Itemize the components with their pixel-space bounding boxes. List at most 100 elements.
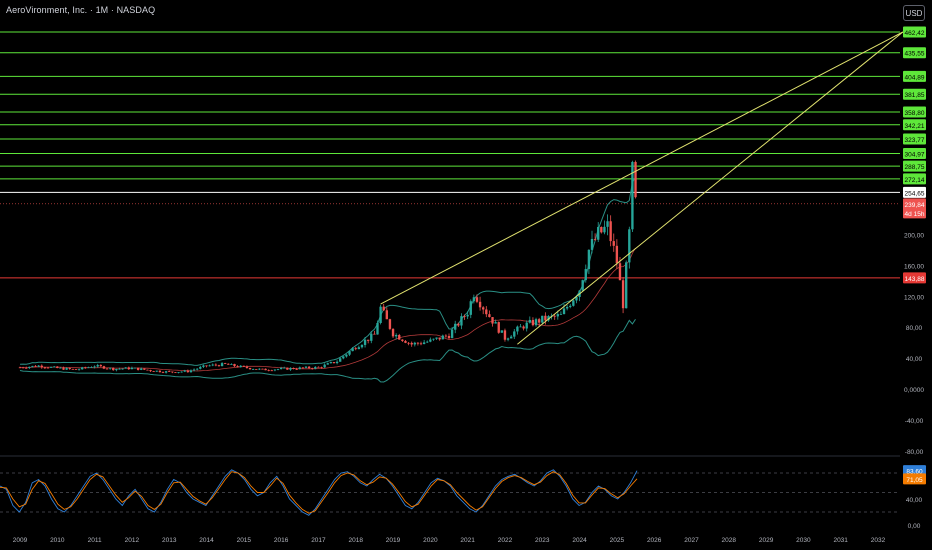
- candle-body: [161, 372, 165, 373]
- y-tick-label: 80,00: [906, 325, 923, 332]
- candle-body: [410, 342, 413, 345]
- candle-body: [581, 280, 584, 291]
- candle-body: [435, 337, 438, 339]
- candle-body: [255, 369, 258, 370]
- candle-body: [615, 245, 619, 264]
- fib-price-label-bg: [903, 148, 926, 160]
- candle-body: [96, 365, 99, 367]
- candle-body: [46, 367, 50, 369]
- candle-body: [488, 314, 491, 318]
- candle-body: [500, 330, 504, 333]
- currency-button[interactable]: USD: [903, 5, 925, 21]
- candle-body: [379, 306, 382, 323]
- candle-body: [432, 338, 435, 340]
- y-tick-label: 0,0000: [904, 387, 924, 394]
- trendlines[interactable]: [380, 31, 904, 345]
- support-price-label: 143,88: [903, 272, 926, 284]
- candle-body: [236, 366, 239, 368]
- candle-body: [485, 309, 488, 315]
- candle-body: [522, 326, 525, 329]
- fib-price-label-text: 304,97: [905, 152, 925, 159]
- candle-body: [323, 364, 326, 368]
- x-tick-label: 2013: [162, 537, 177, 544]
- candle-body: [93, 366, 96, 368]
- candle-body: [534, 319, 538, 326]
- x-tick-label: 2016: [274, 537, 289, 544]
- candle-body: [295, 368, 298, 370]
- x-tick-label: 2022: [498, 537, 513, 544]
- candle-body: [227, 363, 230, 365]
- fib-price-label-bg: [903, 70, 926, 82]
- x-tick-label: 2031: [833, 537, 848, 544]
- candle-body: [569, 305, 572, 307]
- candle-body: [177, 372, 180, 373]
- candle-body: [631, 161, 634, 230]
- candle-body: [351, 348, 354, 352]
- y-tick-label: -80,00: [905, 449, 924, 456]
- fib-price-label-text: 381,85: [905, 92, 925, 99]
- candle-body: [401, 339, 404, 341]
- candle-body: [491, 317, 494, 324]
- candle-body: [264, 368, 267, 371]
- y-tick-label: 40,00: [906, 356, 923, 363]
- candle-body: [593, 239, 597, 240]
- candle-body: [80, 367, 84, 370]
- candle-body: [603, 226, 606, 233]
- candle-body: [217, 365, 221, 367]
- candle-body: [357, 347, 361, 350]
- x-tick-label: 2014: [199, 537, 214, 544]
- candle-body: [74, 369, 78, 370]
- fib-price-label-bg: [903, 119, 926, 131]
- candle-body: [301, 367, 305, 369]
- trendline[interactable]: [380, 31, 904, 305]
- fib-price-label-text: 462,42: [905, 30, 925, 37]
- candle-body: [118, 368, 121, 370]
- price-axis[interactable]: 462,42 435,55 404,89 381,85 358,80 342,21 323,…: [903, 26, 926, 456]
- candle-body: [332, 362, 336, 364]
- candle-body: [112, 367, 115, 371]
- candle-body: [220, 363, 224, 367]
- support-price-label-text: 143,88: [905, 276, 925, 283]
- candle-body: [537, 319, 541, 323]
- candle-body: [553, 315, 556, 317]
- candle-body: [612, 241, 615, 246]
- candle-body: [130, 367, 134, 370]
- candle-body: [320, 367, 323, 368]
- candle-body: [304, 366, 308, 368]
- candle-body: [53, 366, 56, 368]
- fib-price-label: 272,14: [903, 173, 926, 185]
- fib-price-label: 288,75: [903, 160, 926, 172]
- candle-body: [146, 369, 149, 371]
- candle-body: [155, 370, 158, 372]
- candle-body: [547, 316, 550, 321]
- x-tick-label: 2021: [460, 537, 475, 544]
- candle-body: [426, 341, 429, 343]
- chart-title: AeroVironment, Inc. · 1M · NASDAQ: [6, 5, 156, 15]
- x-tick-label: 2012: [125, 537, 140, 544]
- candle-body: [311, 368, 314, 369]
- candle-body: [171, 371, 174, 373]
- candle-body: [348, 351, 351, 355]
- x-tick-label: 2019: [386, 537, 401, 544]
- trendline[interactable]: [517, 31, 904, 345]
- candle-body: [429, 339, 432, 342]
- candle-body: [279, 367, 283, 370]
- current-price-label-text: 254,65: [905, 190, 925, 197]
- candle-body: [444, 335, 448, 337]
- candle-body: [447, 336, 451, 339]
- time-axis[interactable]: 2009 2010 2011 2012 2013 2014 2015 2016 2017 2018…: [13, 537, 886, 544]
- candle-body: [416, 342, 420, 344]
- candle-body: [441, 335, 444, 340]
- candle-body: [62, 367, 65, 370]
- candle-body: [174, 372, 177, 374]
- x-tick-label: 2010: [50, 537, 65, 544]
- candle-body: [345, 354, 348, 357]
- candle-body: [273, 369, 277, 371]
- candle-body: [475, 297, 479, 302]
- candle-body: [559, 314, 563, 315]
- fib-price-label-bg: [903, 160, 926, 172]
- candle-body: [25, 367, 28, 369]
- candle-body: [606, 221, 609, 227]
